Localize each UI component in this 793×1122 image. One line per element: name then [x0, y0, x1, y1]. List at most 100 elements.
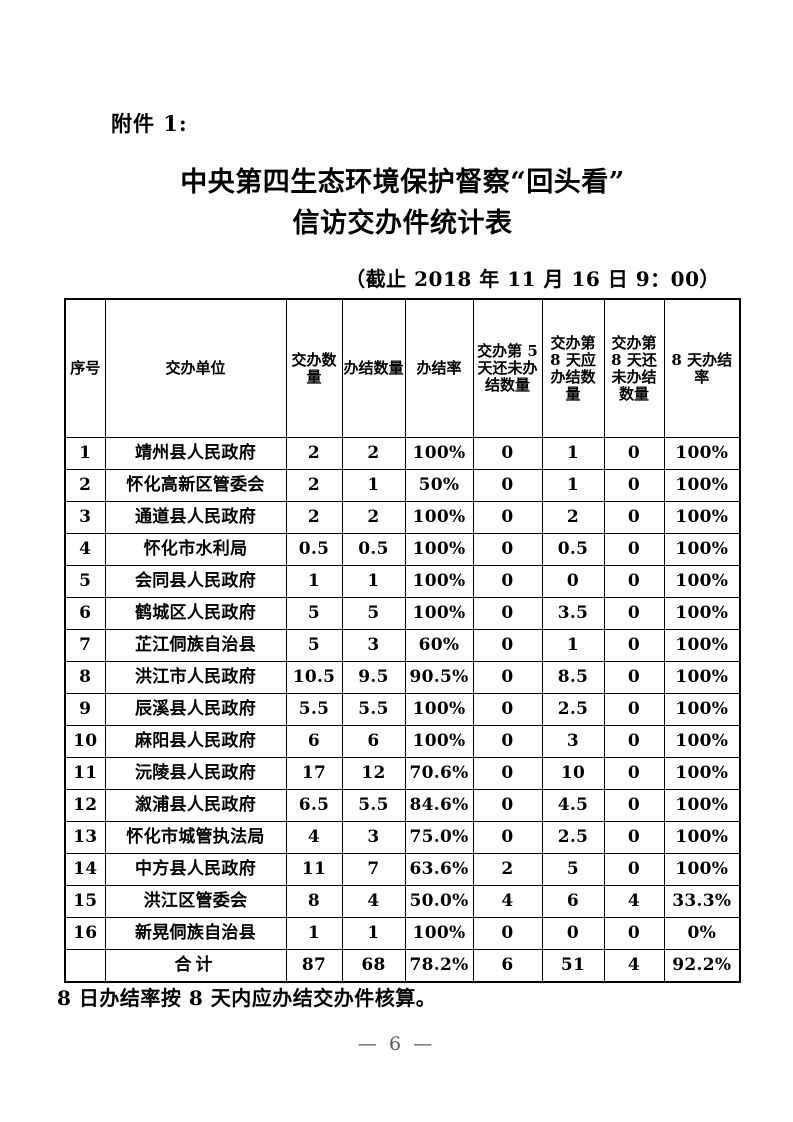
total-cell-unit: 合计 — [104, 949, 287, 983]
total-cell-completed-count: 68 — [341, 949, 406, 983]
cell-day8-rate: 100% — [663, 501, 741, 534]
cell-day8-rate: 100% — [663, 629, 741, 662]
cell-day8-rate: 100% — [663, 757, 741, 790]
total-cell-seq — [64, 949, 106, 983]
cell-day8-due: 1 — [541, 437, 605, 470]
cell-completion-rate: 50.0% — [404, 885, 474, 918]
cell-day8-due: 1 — [541, 469, 605, 502]
cell-completion-rate: 100% — [404, 917, 474, 950]
cell-day8-due: 2.5 — [541, 821, 605, 854]
table-row: 12 溆浦县人民政府 6.5 5.5 84.6% 0 4.5 0 100% — [64, 789, 741, 822]
cell-completion-rate: 100% — [404, 501, 474, 534]
cell-completion-rate: 84.6% — [404, 789, 474, 822]
page-title: 中央第四生态环境保护督察“回头看” 信访交办件统计表 — [65, 162, 740, 244]
table-row: 14 中方县人民政府 11 7 63.6% 2 5 0 100% — [64, 853, 741, 886]
cell-seq: 8 — [64, 661, 106, 694]
cell-day8-unfinished: 0 — [603, 853, 665, 886]
cell-assigned-count: 10.5 — [285, 661, 343, 694]
cell-assigned-count: 1 — [285, 917, 343, 950]
cell-day8-due: 3.5 — [541, 597, 605, 630]
cell-day8-unfinished: 4 — [603, 885, 665, 918]
table-header-row: 序号 交办单位 交办数量 办结数量 办结率 交办第 5 天还未办结数量 交办第 … — [64, 298, 741, 438]
cell-completed-count: 9.5 — [341, 661, 406, 694]
cell-completion-rate: 60% — [404, 629, 474, 662]
table-row: 1 靖州县人民政府 2 2 100% 0 1 0 100% — [64, 437, 741, 470]
cell-day5-unfinished: 0 — [472, 533, 543, 566]
cell-completed-count: 7 — [341, 853, 406, 886]
cell-unit: 洪江市人民政府 — [104, 661, 287, 694]
cell-completed-count: 2 — [341, 501, 406, 534]
cell-unit: 新晃侗族自治县 — [104, 917, 287, 950]
cell-day8-unfinished: 0 — [603, 725, 665, 758]
cell-completion-rate: 63.6% — [404, 853, 474, 886]
cell-assigned-count: 6 — [285, 725, 343, 758]
cell-unit: 芷江侗族自治县 — [104, 629, 287, 662]
table-row: 10 麻阳县人民政府 6 6 100% 0 3 0 100% — [64, 725, 741, 758]
cell-unit: 溆浦县人民政府 — [104, 789, 287, 822]
cell-day8-due: 3 — [541, 725, 605, 758]
column-header-day8-unfinished: 交办第 8 天还未办结数量 — [603, 298, 665, 438]
cell-seq: 1 — [64, 437, 106, 470]
cell-unit: 靖州县人民政府 — [104, 437, 287, 470]
cell-seq: 4 — [64, 533, 106, 566]
cell-seq: 15 — [64, 885, 106, 918]
cell-day8-due: 8.5 — [541, 661, 605, 694]
cell-completed-count: 1 — [341, 917, 406, 950]
cell-day5-unfinished: 0 — [472, 661, 543, 694]
cell-day8-due: 2.5 — [541, 693, 605, 726]
cell-day8-unfinished: 0 — [603, 693, 665, 726]
document-subtitle-date: （截止 2018 年 11 月 16 日 9：00） — [345, 267, 720, 291]
cell-day5-unfinished: 0 — [472, 501, 543, 534]
cell-day5-unfinished: 0 — [472, 565, 543, 598]
cell-day8-due: 4.5 — [541, 789, 605, 822]
cell-completed-count: 0.5 — [341, 533, 406, 566]
column-header-completion-rate: 办结率 — [404, 298, 474, 438]
cell-completion-rate: 100% — [404, 597, 474, 630]
cell-unit: 洪江区管委会 — [104, 885, 287, 918]
cell-unit: 中方县人民政府 — [104, 853, 287, 886]
cell-day5-unfinished: 0 — [472, 597, 543, 630]
cell-unit: 通道县人民政府 — [104, 501, 287, 534]
cell-assigned-count: 4 — [285, 821, 343, 854]
cell-day8-rate: 100% — [663, 821, 741, 854]
cell-day5-unfinished: 0 — [472, 821, 543, 854]
cell-day8-rate: 100% — [663, 725, 741, 758]
cell-day8-unfinished: 0 — [603, 757, 665, 790]
total-cell-day8-unfinished: 4 — [603, 949, 665, 983]
cell-day8-unfinished: 0 — [603, 437, 665, 470]
cell-day8-rate: 100% — [663, 853, 741, 886]
cell-day5-unfinished: 0 — [472, 469, 543, 502]
table-row: 15 洪江区管委会 8 4 50.0% 4 6 4 33.3% — [64, 885, 741, 918]
cell-assigned-count: 5 — [285, 597, 343, 630]
cell-day5-unfinished: 0 — [472, 693, 543, 726]
table-row: 13 怀化市城管执法局 4 3 75.0% 0 2.5 0 100% — [64, 821, 741, 854]
cell-day8-unfinished: 0 — [603, 533, 665, 566]
cell-day8-rate: 100% — [663, 789, 741, 822]
table-row: 8 洪江市人民政府 10.5 9.5 90.5% 0 8.5 0 100% — [64, 661, 741, 694]
cell-completed-count: 1 — [341, 469, 406, 502]
cell-completion-rate: 50% — [404, 469, 474, 502]
cell-seq: 11 — [64, 757, 106, 790]
table-row: 4 怀化市水利局 0.5 0.5 100% 0 0.5 0 100% — [64, 533, 741, 566]
cell-completed-count: 4 — [341, 885, 406, 918]
table-row: 7 芷江侗族自治县 5 3 60% 0 1 0 100% — [64, 629, 741, 662]
cell-seq: 9 — [64, 693, 106, 726]
total-cell-day8-rate: 92.2% — [663, 949, 741, 983]
table-row: 11 沅陵县人民政府 17 12 70.6% 0 10 0 100% — [64, 757, 741, 790]
total-cell-completion-rate: 78.2% — [404, 949, 474, 983]
cell-assigned-count: 6.5 — [285, 789, 343, 822]
cell-day5-unfinished: 2 — [472, 853, 543, 886]
column-header-unit: 交办单位 — [104, 298, 287, 438]
cell-day8-rate: 0% — [663, 917, 741, 950]
cell-day5-unfinished: 0 — [472, 757, 543, 790]
cell-seq: 5 — [64, 565, 106, 598]
cell-completed-count: 12 — [341, 757, 406, 790]
column-header-seq: 序号 — [64, 298, 106, 438]
cell-day8-due: 0 — [541, 565, 605, 598]
cell-seq: 14 — [64, 853, 106, 886]
total-cell-day8-due: 51 — [541, 949, 605, 983]
cell-day8-due: 0 — [541, 917, 605, 950]
cell-completion-rate: 100% — [404, 725, 474, 758]
cell-day8-due: 6 — [541, 885, 605, 918]
cell-unit: 沅陵县人民政府 — [104, 757, 287, 790]
